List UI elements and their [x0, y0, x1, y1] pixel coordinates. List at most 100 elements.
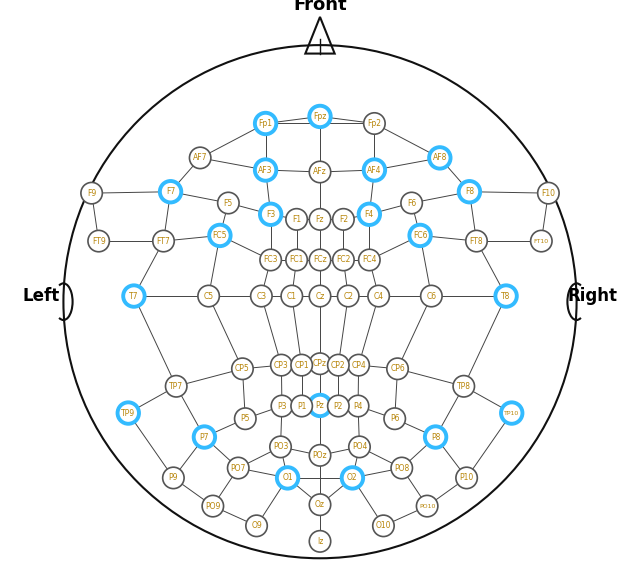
Circle shape	[255, 160, 276, 181]
Text: F8: F8	[465, 187, 474, 196]
Text: AF3: AF3	[259, 165, 273, 175]
Text: O2: O2	[347, 473, 358, 483]
Text: P9: P9	[168, 473, 178, 483]
Circle shape	[453, 376, 474, 397]
Circle shape	[281, 286, 303, 307]
Circle shape	[364, 113, 385, 134]
Text: FCz: FCz	[313, 255, 327, 265]
Text: C5: C5	[204, 291, 214, 301]
Circle shape	[342, 467, 363, 488]
Text: POz: POz	[313, 451, 327, 460]
Circle shape	[410, 225, 431, 246]
Circle shape	[271, 395, 292, 417]
Text: O9: O9	[251, 521, 262, 531]
Circle shape	[153, 231, 174, 252]
Text: PO8: PO8	[394, 464, 410, 473]
Text: TP8: TP8	[457, 382, 471, 391]
Text: AF4: AF4	[367, 165, 381, 175]
Text: P10: P10	[460, 473, 474, 483]
Text: Right: Right	[568, 287, 618, 305]
Circle shape	[309, 494, 331, 516]
Circle shape	[391, 457, 412, 479]
Text: O10: O10	[376, 521, 391, 531]
Text: P4: P4	[353, 402, 363, 410]
Text: Pz: Pz	[316, 401, 324, 410]
Circle shape	[348, 395, 369, 417]
Circle shape	[286, 249, 307, 271]
Circle shape	[309, 161, 331, 183]
Circle shape	[358, 203, 380, 225]
Text: CP2: CP2	[331, 361, 346, 369]
Circle shape	[333, 249, 354, 271]
Text: Front: Front	[293, 0, 347, 14]
Text: FT8: FT8	[470, 236, 483, 246]
Text: F10: F10	[541, 188, 556, 198]
Circle shape	[202, 495, 223, 517]
Circle shape	[309, 106, 331, 127]
Text: P2: P2	[333, 402, 343, 410]
Circle shape	[160, 181, 181, 202]
Circle shape	[271, 354, 292, 376]
Circle shape	[309, 395, 331, 416]
Circle shape	[538, 183, 559, 204]
Circle shape	[309, 209, 331, 230]
Text: Fp1: Fp1	[259, 119, 273, 128]
Text: F3: F3	[266, 210, 275, 219]
Circle shape	[218, 192, 239, 214]
Circle shape	[118, 402, 139, 424]
Text: P8: P8	[431, 432, 440, 442]
Text: FT7: FT7	[157, 236, 170, 246]
Text: F5: F5	[224, 198, 233, 208]
Circle shape	[466, 231, 487, 252]
Circle shape	[291, 395, 312, 417]
Circle shape	[81, 183, 102, 204]
Text: P5: P5	[241, 414, 250, 423]
Text: P6: P6	[390, 414, 399, 423]
Text: CPz: CPz	[313, 359, 327, 368]
Text: F6: F6	[407, 198, 416, 208]
Circle shape	[246, 515, 268, 536]
Text: CP5: CP5	[235, 364, 250, 373]
Text: Oz: Oz	[315, 500, 325, 509]
Text: FC3: FC3	[264, 255, 278, 265]
Text: F7: F7	[166, 187, 175, 196]
Text: TP7: TP7	[169, 382, 183, 391]
Text: Fpz: Fpz	[314, 112, 326, 121]
Text: C3: C3	[256, 291, 266, 301]
Text: FC2: FC2	[336, 255, 351, 265]
Text: C4: C4	[374, 291, 384, 301]
Text: AF7: AF7	[193, 153, 207, 162]
Circle shape	[286, 209, 307, 230]
Circle shape	[291, 354, 312, 376]
Text: CP6: CP6	[390, 364, 405, 373]
Text: PO3: PO3	[273, 442, 288, 451]
Circle shape	[255, 113, 276, 134]
Text: T7: T7	[129, 291, 139, 301]
Circle shape	[456, 467, 477, 488]
Text: PO9: PO9	[205, 502, 221, 510]
Circle shape	[232, 358, 253, 380]
Text: AF8: AF8	[433, 153, 447, 162]
Text: FT10: FT10	[534, 239, 549, 243]
Circle shape	[251, 286, 272, 307]
Circle shape	[459, 181, 480, 202]
Text: Left: Left	[22, 287, 60, 305]
Text: TP10: TP10	[504, 410, 519, 416]
Circle shape	[420, 286, 442, 307]
Circle shape	[401, 192, 422, 214]
Circle shape	[209, 225, 230, 246]
Circle shape	[349, 436, 370, 458]
Text: Fp2: Fp2	[367, 119, 381, 128]
Circle shape	[277, 467, 298, 488]
Text: P7: P7	[200, 432, 209, 442]
Text: T8: T8	[501, 291, 511, 301]
Text: FC1: FC1	[289, 255, 304, 265]
Text: FC6: FC6	[413, 231, 428, 240]
Circle shape	[270, 436, 291, 458]
Circle shape	[372, 515, 394, 536]
Circle shape	[309, 531, 331, 552]
Text: PO4: PO4	[352, 442, 367, 451]
Text: FT9: FT9	[92, 236, 106, 246]
Circle shape	[309, 353, 331, 375]
Circle shape	[260, 203, 282, 225]
